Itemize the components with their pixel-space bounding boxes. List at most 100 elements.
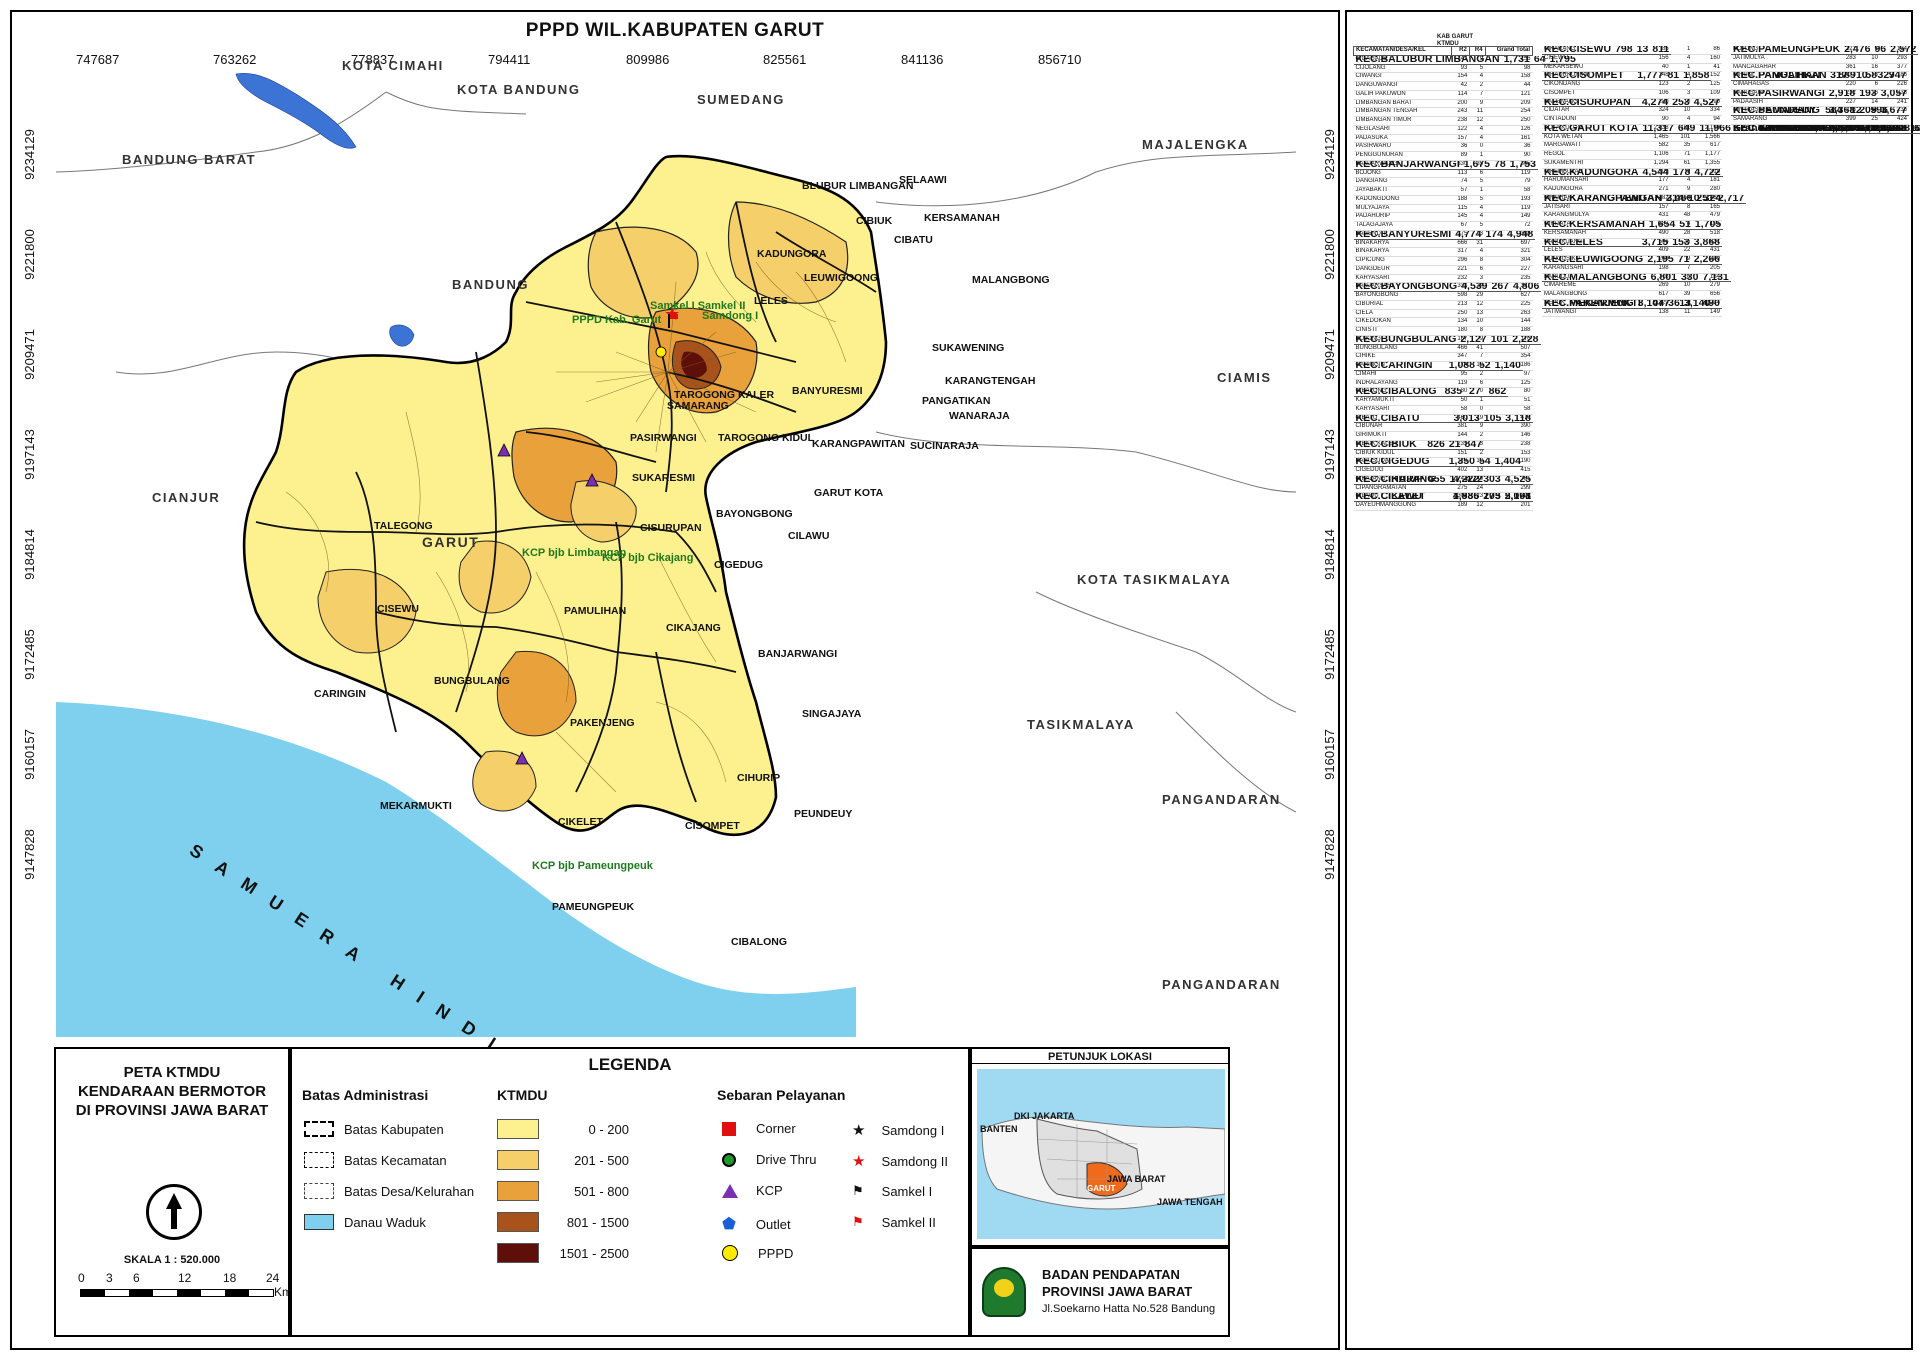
table-cell: 582 [1641, 141, 1671, 151]
table-cell: 826 [1425, 440, 1447, 450]
table-cell: 697 [1485, 239, 1533, 249]
table-cell: 226 [1879, 80, 1909, 90]
table-cell: 798 [1613, 46, 1635, 55]
loc-label: DKI JAKARTA [1014, 1111, 1075, 1121]
ktmdu-class-label: 1501 - 2500 [559, 1245, 629, 1261]
table-cell: PASIRWARU [1353, 142, 1452, 152]
kecamatan-label: CISURUPAN [640, 522, 702, 534]
table-cell: 112,914 [1795, 124, 1838, 134]
y-tick-label: 9221800 [21, 229, 37, 280]
table-cell: 361 [1828, 63, 1858, 73]
table-cell: INDRALAYANG [1353, 379, 1452, 389]
table-cell: 5 [1469, 64, 1486, 74]
region-label: KOTA TASIKMALAYA [1077, 572, 1232, 587]
table-cell: 144 [1451, 431, 1470, 441]
table-cell: 377 [1879, 63, 1909, 73]
table-kecamatan-row: KEC.CIGEDUG 1,350 54 1,404 [1353, 458, 1523, 468]
kecamatan-label: LEUWIGOONG [804, 272, 879, 284]
table-cell: 424 [1879, 115, 1909, 125]
table-cell: 250 [1485, 116, 1533, 126]
region-label: MAJALENGKA [1142, 137, 1249, 152]
table-row: CINTADUNI 90 4 94 [1542, 115, 1722, 125]
table-cell: CIJOLANG [1353, 64, 1452, 74]
kecamatan-label: BLUBUR LIMBANGAN [802, 180, 914, 192]
table-row: JATISARI 157 8 165 [1542, 203, 1722, 213]
table-cell: KEC.CARINGIN [1353, 362, 1447, 371]
table-cell: 149 [1692, 308, 1722, 318]
y-tick-label: 9184814 [21, 529, 37, 580]
table-cell: 106 [1641, 89, 1671, 99]
table-cell: 205 [1692, 264, 1722, 274]
table-cell: KEC.KADUNGORA [1542, 168, 1641, 178]
ktmdu-class-item: 801 - 1500 [497, 1212, 629, 1232]
table-row: MANCAGAHAR 361 16 377 [1731, 63, 1909, 73]
table-cell: 93 [1451, 64, 1470, 74]
kecamatan-label: CILAWU [788, 530, 830, 542]
table-cell: 220 [1828, 80, 1858, 90]
table-cell: KEC.CIBIUK [1353, 440, 1426, 450]
samkel-flag [668, 314, 670, 328]
table-cell: 627 [1485, 291, 1533, 301]
agency-name-2: PROVINSI JAWA BARAT [1042, 1284, 1193, 1299]
table-row: BAYONGBONG 598 29 627 [1353, 291, 1533, 301]
service-label: KCP bjb Pameungpeuk [532, 860, 653, 872]
table-cell: KEC.KARANGPAWITAN [1542, 194, 1665, 204]
agency-box: BADAN PENDAPATAN PROVINSI JAWA BARAT Jl.… [970, 1247, 1230, 1337]
table-cell: 6 [1857, 80, 1880, 90]
table-cell: 80 [1485, 388, 1533, 398]
table-cell: 11 [1469, 107, 1486, 117]
table-cell: 1,294 [1641, 159, 1671, 169]
table-cell: 2,228 [1510, 335, 1541, 345]
table-cell: 1,675 [1461, 160, 1493, 170]
table-cell: 153 [1485, 449, 1533, 459]
table-cell: CIBUNAR [1353, 422, 1452, 432]
table-cell: 235 [1485, 274, 1533, 284]
table-cell: 4,722 [1692, 168, 1723, 178]
table-cell: 4,539 [1459, 283, 1490, 293]
kcp-pameungpeuk-marker [515, 751, 529, 765]
table-cell: TALAGAJAYA [1353, 221, 1452, 231]
table-cell: 41 [1692, 63, 1722, 73]
table-cell: 3,868 [1691, 238, 1722, 248]
y-tick-label: 9160157 [21, 729, 37, 780]
table-cell: 113 [1451, 169, 1470, 179]
table-cell: PADAHURIP [1353, 212, 1452, 222]
table-cell: 1 [1469, 151, 1486, 161]
table-row: PASIRWARU 36 0 36 [1353, 142, 1533, 152]
kecamatan-label: KARANGTENGAH [945, 375, 1036, 387]
kecamatan-label: BUNGBULANG [434, 675, 510, 687]
table-row: CIJOLANG 93 5 98 [1353, 64, 1533, 74]
kecamatan-label: PANGATIKAN [922, 395, 991, 407]
x-tick-label: 856710 [1038, 52, 1082, 67]
agency-logo [982, 1267, 1026, 1317]
table-cell: KEC.CILAWU [1353, 493, 1451, 503]
table-row: TALAGAJAYA 67 5 72 [1353, 221, 1533, 231]
table-cell: KERSAMANAH [1542, 229, 1641, 239]
table-kecamatan-row: KEC.BUNGBULANG 2,127 101 2,228 [1353, 335, 1541, 345]
table-cell: 24 [1469, 484, 1486, 494]
table-cell: 58 [1857, 72, 1880, 82]
table-cell: 177 [1641, 176, 1671, 186]
table-cell: BOJONG [1353, 169, 1452, 179]
table-cell: 253 [1670, 98, 1692, 108]
table-cell: 2,127 [1458, 335, 1489, 345]
kecamatan-label: KARANGPAWITAN [812, 438, 905, 450]
table-cell: JATIMULYA [1731, 54, 1829, 64]
table-row: PADAHURIP 145 4 149 [1353, 212, 1533, 222]
table-kecamatan-row: KEC.MALANGBONG 6,801 330 7,131 [1542, 273, 1731, 283]
table-cell: 11,966 [1697, 124, 1733, 134]
table-cell: KEC.CISURUPAN [1542, 98, 1640, 108]
table-cell: 115 [1451, 204, 1470, 214]
map-canvas[interactable]: ★ [56, 52, 1296, 1037]
table-cell: 2 [1469, 449, 1486, 459]
table-cell: 180 [1451, 326, 1470, 336]
table-cell: KEC.CIBALONG [1353, 388, 1439, 398]
kecamatan-label: CISEWU [377, 603, 419, 615]
table-cell: 275 [1451, 484, 1470, 494]
table-kecamatan-row: KEC.BANYURESMI 4,774 174 4,948 [1353, 230, 1536, 240]
table-cell: 7 [1469, 352, 1486, 362]
table-cell: 21 [1446, 440, 1463, 450]
table-column-1: KECAMATAN/DESA/KEL R2 R4 Grand Total KEC.BAL… [1352, 46, 1578, 511]
table-cell: KEC.PANGATIKAN [1731, 72, 1829, 82]
table-cell: 221 [1451, 265, 1470, 275]
